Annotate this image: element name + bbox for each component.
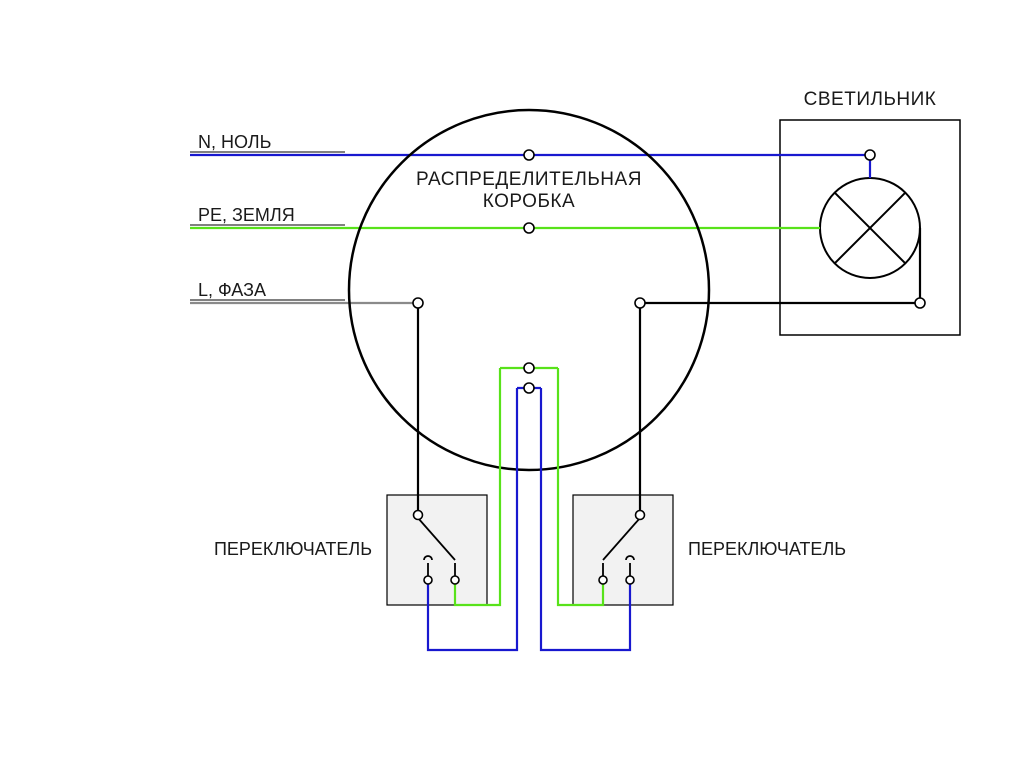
label-underlines xyxy=(190,152,345,300)
switch-right-label: ПЕРЕКЛЮЧАТЕЛЬ xyxy=(688,539,846,559)
lamp-title: СВЕТИЛЬНИК xyxy=(804,89,937,110)
label-ground: PE, ЗЕМЛЯ xyxy=(198,205,295,225)
junction-box-label-1: РАСПРЕДЕЛИТЕЛЬНАЯ xyxy=(416,169,642,190)
switch-left-box xyxy=(387,495,487,605)
label-neutral: N, НОЛЬ xyxy=(198,132,271,152)
lamp-symbol xyxy=(820,178,920,278)
junction-box-label-2: КОРОБКА xyxy=(483,191,575,212)
label-phase: L, ФАЗА xyxy=(198,280,266,300)
junction-box-circle xyxy=(349,110,709,470)
switch-right-box xyxy=(573,495,673,605)
switch-left-label: ПЕРЕКЛЮЧАТЕЛЬ xyxy=(214,539,372,559)
